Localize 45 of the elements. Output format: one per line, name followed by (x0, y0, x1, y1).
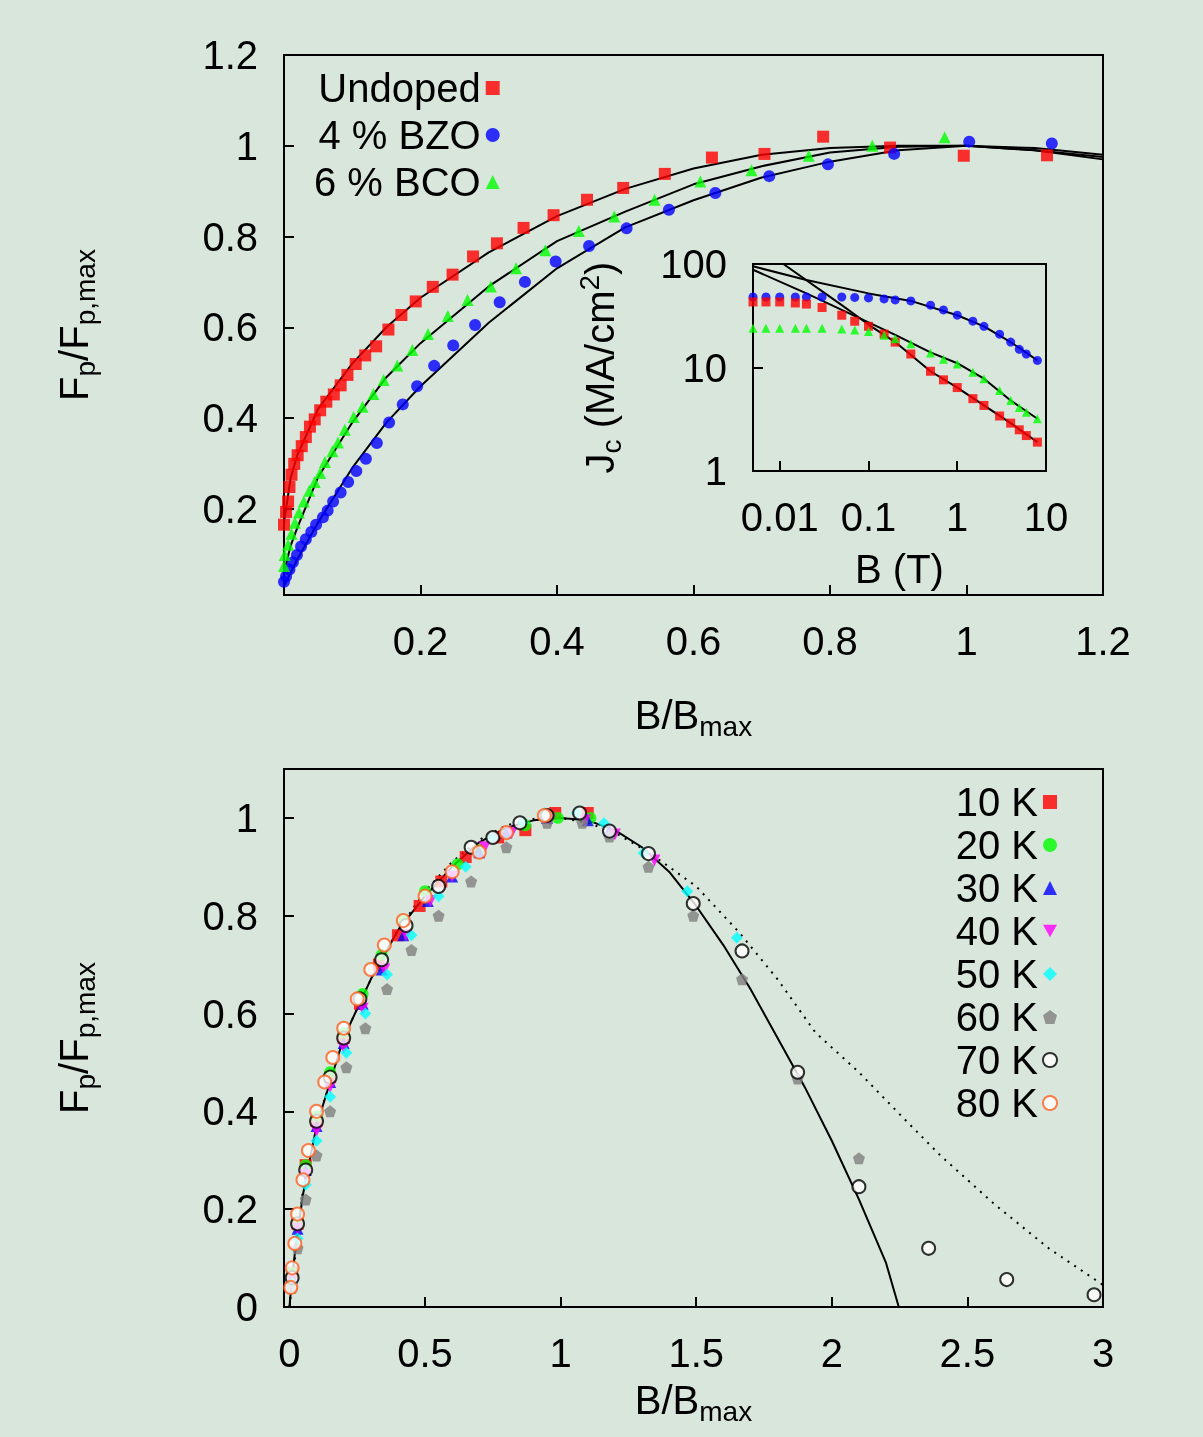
y-tick-label: 0.4 (202, 1089, 258, 1134)
legend-label: 10 K (955, 780, 1039, 824)
legend-label: 60 K (955, 995, 1039, 1039)
y-tick-label: 0.6 (202, 305, 258, 350)
x-tick-label: 3 (1091, 1331, 1115, 1375)
x-tick-label: 1.5 (668, 1331, 725, 1375)
x-tick-label: 0 (278, 1331, 301, 1375)
legend-label: 6 % BCO (314, 160, 481, 204)
legend-label: Undoped (318, 66, 481, 110)
x-tick-label: 0.01 (740, 495, 819, 539)
legend-label: 20 K (955, 823, 1039, 867)
y-tick-label: 0 (235, 1285, 258, 1329)
y-tick-label: 100 (660, 242, 727, 286)
y-tick-label: 1 (235, 795, 258, 840)
y-tick-label: 0.2 (202, 1187, 258, 1232)
y-tick-label: 1 (235, 123, 258, 168)
x-tick-label: 1 (946, 495, 969, 539)
x-tick-label: 2.5 (939, 1331, 996, 1375)
x-tick-label: 10 (1023, 495, 1069, 539)
x-tick-label: 1 (955, 619, 978, 663)
x-tick-label: 0.8 (802, 619, 858, 663)
x-tick-label: 1 (549, 1331, 572, 1375)
legend-label: 50 K (955, 952, 1039, 996)
x-tick-label: 0.4 (529, 619, 585, 663)
y-tick-label: 0.6 (202, 991, 258, 1036)
x-tick-label: 0.1 (840, 495, 897, 539)
legend-label: 80 K (955, 1081, 1039, 1125)
legend-label: 70 K (955, 1038, 1039, 1082)
legend-label: 4 % BZO (318, 113, 481, 157)
y-tick-label: 1 (704, 449, 727, 493)
y-tick-label: 0.8 (202, 214, 258, 259)
y-tick-label: 1.2 (202, 33, 258, 77)
x-tick-label: 2 (820, 1331, 843, 1375)
x-tick-label: 0.5 (397, 1331, 453, 1375)
y-axis-title: Fp/Fp,max (52, 962, 101, 1114)
y-tick-label: 0.8 (202, 893, 258, 938)
x-axis-title: B (T) (855, 547, 944, 591)
y-axis-title: Fp/Fp,max (52, 249, 101, 401)
y-tick-label: 0.4 (202, 396, 258, 441)
y-axis-title: Jc (MA/cm2) (573, 261, 627, 474)
x-tick-label: 0.2 (392, 619, 449, 663)
x-tick-label: 1.2 (1075, 619, 1131, 663)
y-tick-label: 10 (682, 345, 727, 390)
legend-label: 30 K (955, 866, 1039, 910)
legend-label: 40 K (955, 909, 1039, 953)
